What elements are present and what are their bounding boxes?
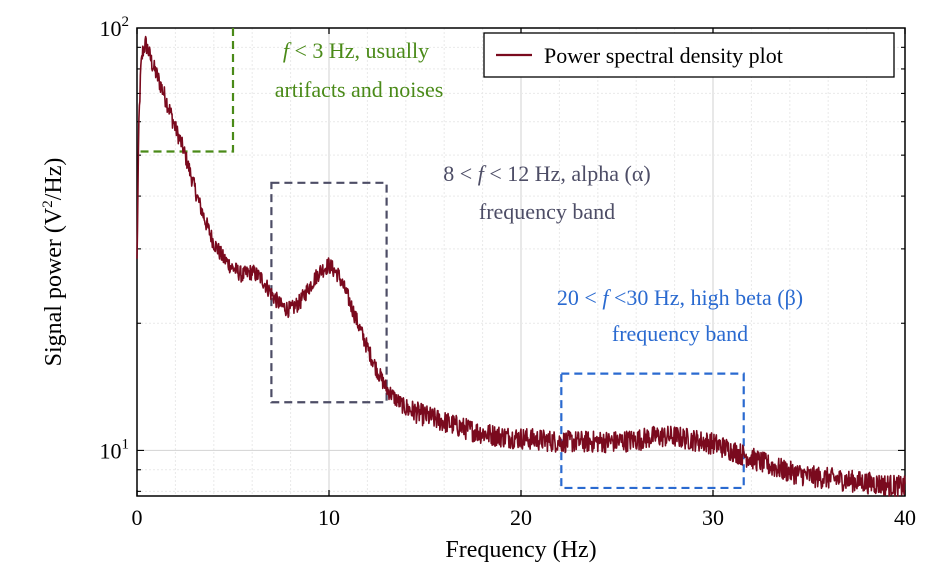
noise-annotation-line2: artifacts and noises bbox=[275, 77, 444, 102]
beta-annotation-line2: frequency band bbox=[612, 321, 748, 346]
y-axis-title-suffix: /Hz) bbox=[41, 158, 67, 201]
beta-annotation-line1: 20 < f <30 Hz, high beta (β) bbox=[557, 285, 803, 310]
series-layer bbox=[136, 35, 906, 497]
x-axis-title: Frequency (Hz) bbox=[445, 537, 596, 563]
x-tick-label: 0 bbox=[132, 505, 143, 530]
x-tick-label: 10 bbox=[318, 505, 340, 530]
psd-series-line bbox=[136, 35, 906, 497]
noise-box bbox=[137, 28, 235, 153]
annotations: f < 3 Hz, usually artifacts and noises 8 <… bbox=[137, 28, 803, 490]
x-tick-label: 40 bbox=[894, 505, 916, 530]
legend-label: Power spectral density plot bbox=[544, 43, 783, 68]
beta-box bbox=[560, 372, 745, 490]
alpha-annotation-line1: 8 < f < 12 Hz, alpha (α) bbox=[443, 161, 650, 186]
y-axis-title-prefix: Signal power (V bbox=[41, 207, 67, 366]
alpha-annotation-line2: frequency band bbox=[479, 199, 615, 224]
grid bbox=[137, 28, 905, 496]
x-tick-label: 20 bbox=[510, 505, 532, 530]
legend-box bbox=[483, 32, 895, 78]
y-tick-label: 101 bbox=[100, 436, 130, 463]
legend: Power spectral density plot bbox=[483, 32, 895, 78]
y-tick-label: 102 bbox=[100, 14, 130, 41]
y-axis-title-sup: 2 bbox=[40, 200, 56, 208]
noise-annotation-line1: f < 3 Hz, usually bbox=[283, 38, 429, 63]
axis-ticks: 0 10 20 30 40 101 102 bbox=[100, 14, 917, 530]
y-axis-title: Signal power (V2/Hz) bbox=[40, 158, 67, 367]
x-tick-label: 30 bbox=[702, 505, 724, 530]
